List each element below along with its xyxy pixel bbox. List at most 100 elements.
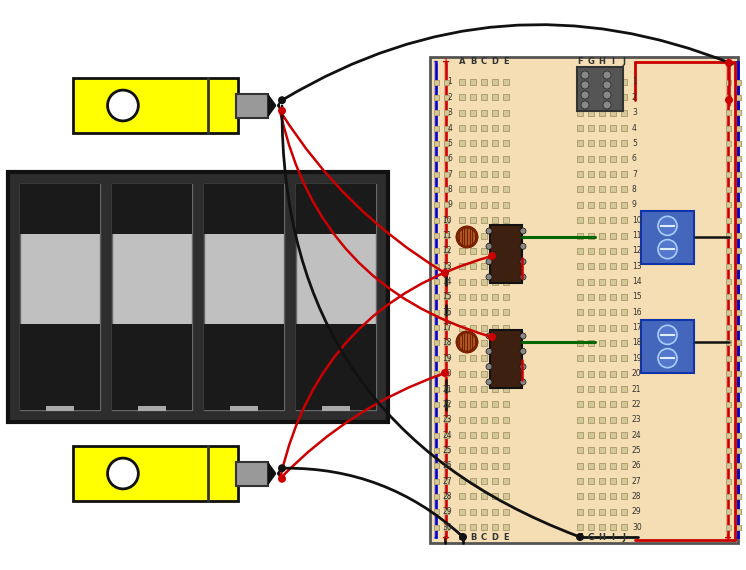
Bar [481, 248, 487, 254]
Bar [481, 95, 487, 100]
Bar [736, 417, 741, 422]
Bar [444, 494, 448, 499]
Bar [621, 355, 627, 361]
Bar [588, 95, 594, 100]
Text: 22: 22 [442, 400, 452, 409]
Bar [610, 279, 616, 284]
Bar [433, 494, 439, 499]
Bar [444, 187, 448, 192]
Bar [610, 524, 616, 530]
Circle shape [725, 96, 733, 104]
Bar [459, 248, 465, 254]
Bar [610, 401, 616, 408]
Circle shape [441, 269, 449, 277]
Circle shape [488, 333, 496, 341]
Bar [470, 233, 476, 238]
Bar [736, 141, 741, 146]
Bar [444, 156, 448, 161]
Bar [433, 187, 439, 192]
Bar [459, 494, 465, 499]
Bar [736, 448, 741, 453]
Text: 14: 14 [442, 277, 452, 286]
Bar [621, 263, 627, 269]
Circle shape [486, 333, 492, 339]
Text: 1: 1 [448, 78, 452, 87]
Bar [621, 294, 627, 300]
Bar [459, 263, 465, 269]
Bar [459, 171, 465, 177]
Circle shape [278, 107, 286, 115]
Bar [470, 447, 476, 453]
Bar [470, 463, 476, 469]
Bar [736, 264, 741, 268]
Bar [621, 417, 627, 423]
Bar [444, 202, 448, 207]
Bar [492, 310, 498, 315]
Bar [459, 279, 465, 284]
Bar [610, 171, 616, 177]
Text: 5: 5 [632, 139, 637, 148]
Bar [577, 324, 583, 331]
Polygon shape [268, 462, 280, 486]
Bar [459, 401, 465, 408]
Bar [577, 156, 583, 162]
Bar [481, 355, 487, 361]
Bar [726, 141, 730, 146]
Bar [736, 187, 741, 192]
Bar [322, 406, 350, 411]
Bar [736, 310, 741, 315]
Bar [481, 340, 487, 346]
Bar [444, 310, 448, 315]
Bar [459, 386, 465, 392]
Text: 30: 30 [442, 523, 452, 532]
Bar [470, 248, 476, 254]
Bar [599, 279, 605, 284]
Bar [641, 211, 694, 264]
Bar [736, 340, 741, 345]
Bar [588, 233, 594, 238]
Text: C: C [481, 58, 487, 67]
Circle shape [488, 252, 496, 260]
Text: 26: 26 [442, 461, 452, 470]
Bar [444, 61, 448, 539]
Text: A: A [459, 534, 466, 543]
Bar [503, 186, 509, 193]
Text: -: - [736, 533, 740, 543]
Bar [736, 156, 741, 161]
Bar [588, 171, 594, 177]
Bar [599, 524, 605, 530]
Bar [599, 294, 605, 300]
Bar [503, 202, 509, 208]
Bar [726, 264, 730, 268]
Bar [610, 79, 616, 85]
Bar [8, 172, 388, 422]
Text: 7: 7 [447, 170, 452, 178]
Text: F: F [577, 58, 583, 67]
Bar [503, 370, 509, 377]
Bar [599, 340, 605, 346]
Bar [459, 524, 465, 530]
Text: 9: 9 [632, 200, 637, 209]
Bar [481, 386, 487, 392]
Circle shape [581, 71, 589, 79]
Bar [588, 186, 594, 193]
Bar [444, 294, 448, 299]
Bar [492, 386, 498, 392]
Bar [503, 447, 509, 453]
Bar [599, 509, 605, 515]
Text: 15: 15 [442, 292, 452, 302]
Bar [736, 61, 740, 539]
Bar [610, 248, 616, 254]
Bar [230, 406, 258, 411]
Bar [459, 95, 465, 100]
Bar [736, 202, 741, 207]
Bar [470, 310, 476, 315]
Bar [736, 356, 741, 361]
Bar [296, 184, 376, 410]
Bar [459, 340, 465, 346]
Bar [599, 217, 605, 223]
Bar [434, 61, 438, 539]
Bar [444, 279, 448, 284]
Bar [433, 325, 439, 330]
Text: 20: 20 [632, 369, 642, 378]
